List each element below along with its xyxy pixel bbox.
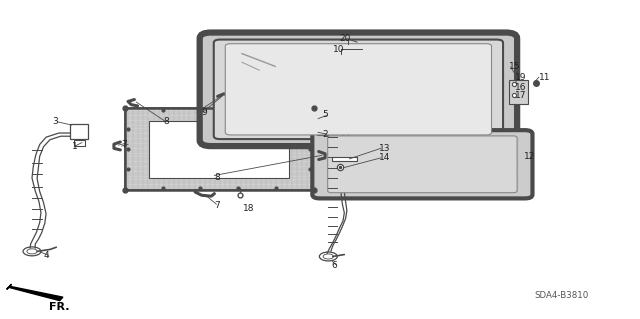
Text: 4: 4 <box>44 251 49 260</box>
Text: 8: 8 <box>163 117 169 126</box>
Text: 12: 12 <box>524 152 535 161</box>
Text: SDA4-B3810: SDA4-B3810 <box>535 291 589 300</box>
Text: 17: 17 <box>515 91 527 100</box>
Text: 11: 11 <box>539 73 550 82</box>
Text: 7: 7 <box>214 201 220 210</box>
FancyBboxPatch shape <box>328 136 517 193</box>
Text: 14: 14 <box>379 153 390 162</box>
Text: 3: 3 <box>52 117 58 126</box>
FancyBboxPatch shape <box>312 130 532 198</box>
Text: 8: 8 <box>214 173 220 182</box>
Text: 1: 1 <box>72 142 78 151</box>
Bar <box>74 140 85 146</box>
FancyBboxPatch shape <box>214 40 503 139</box>
Text: 9: 9 <box>202 108 207 117</box>
FancyBboxPatch shape <box>225 44 492 135</box>
Text: 13: 13 <box>379 144 390 153</box>
Text: 19: 19 <box>515 73 527 82</box>
Polygon shape <box>149 121 289 178</box>
Text: 7: 7 <box>122 140 127 149</box>
Bar <box>314 113 332 128</box>
Text: 18: 18 <box>243 204 255 213</box>
Polygon shape <box>6 284 63 300</box>
FancyBboxPatch shape <box>200 33 517 146</box>
Bar <box>70 124 88 139</box>
Text: 16: 16 <box>515 83 527 92</box>
Bar <box>509 80 528 104</box>
Text: 2: 2 <box>322 130 328 139</box>
Bar <box>317 129 328 135</box>
Bar <box>314 131 531 198</box>
Polygon shape <box>125 108 314 190</box>
Text: 6: 6 <box>332 261 337 270</box>
Text: 10: 10 <box>333 45 344 54</box>
Bar <box>332 157 357 161</box>
Text: 5: 5 <box>322 110 328 119</box>
Text: FR.: FR. <box>49 302 70 312</box>
Text: 20: 20 <box>339 34 351 43</box>
Text: 15: 15 <box>509 63 520 71</box>
